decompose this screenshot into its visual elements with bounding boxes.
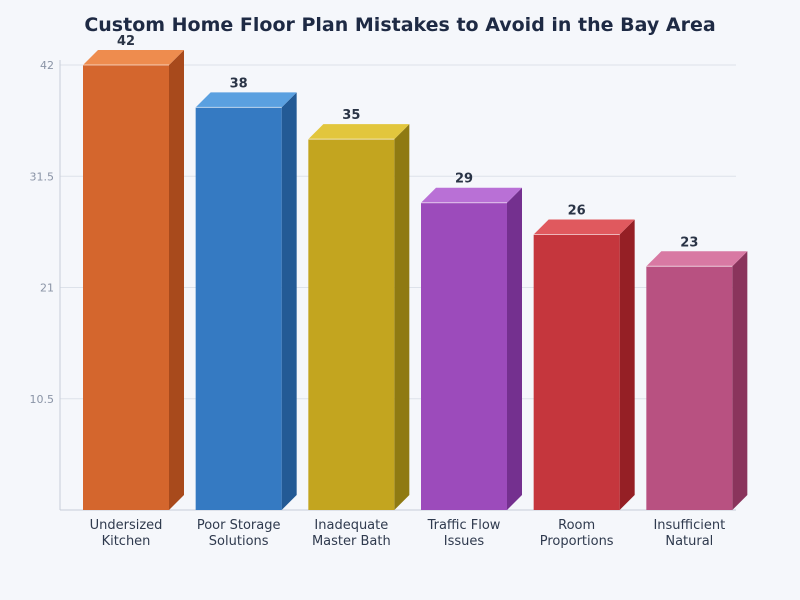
x-tick-label: Poor Storage Solutions <box>197 518 281 549</box>
bar-top <box>421 187 522 203</box>
bar-top <box>195 92 297 108</box>
bar-side <box>394 124 410 511</box>
x-tick-label: Insufficient Natural <box>653 518 725 549</box>
bar <box>195 107 282 510</box>
bar-top <box>83 50 184 65</box>
bar <box>533 234 620 510</box>
value-label: 29 <box>455 172 473 187</box>
bar-side <box>281 92 297 510</box>
bar-top <box>533 219 635 235</box>
bar-side <box>732 251 748 511</box>
value-label: 38 <box>230 76 248 91</box>
bar <box>83 65 169 510</box>
x-tick-label: Undersized Kitchen <box>90 518 163 549</box>
value-label: 26 <box>568 204 586 219</box>
value-label: 42 <box>117 34 135 49</box>
x-tick-label: Room Proportions <box>540 518 614 549</box>
y-tick-label: 42 <box>40 59 54 72</box>
bar-side <box>169 50 184 510</box>
x-tick-label: Traffic Flow Issues <box>427 518 501 549</box>
chart-title: Custom Home Floor Plan Mistakes to Avoid… <box>84 14 716 36</box>
y-tick-label: 10.5 <box>30 393 55 406</box>
value-label: 23 <box>680 235 698 250</box>
bar <box>646 266 733 510</box>
value-label: 35 <box>342 108 360 123</box>
bar-top <box>308 124 410 140</box>
bar <box>421 202 507 510</box>
bar <box>308 139 395 510</box>
y-tick-label: 21 <box>40 282 54 295</box>
bar-side <box>507 187 522 510</box>
bar-side <box>619 219 635 510</box>
x-tick-label: Inadequate Master Bath <box>312 518 391 549</box>
y-tick-label: 31.5 <box>30 170 55 183</box>
bar-top <box>646 251 748 267</box>
